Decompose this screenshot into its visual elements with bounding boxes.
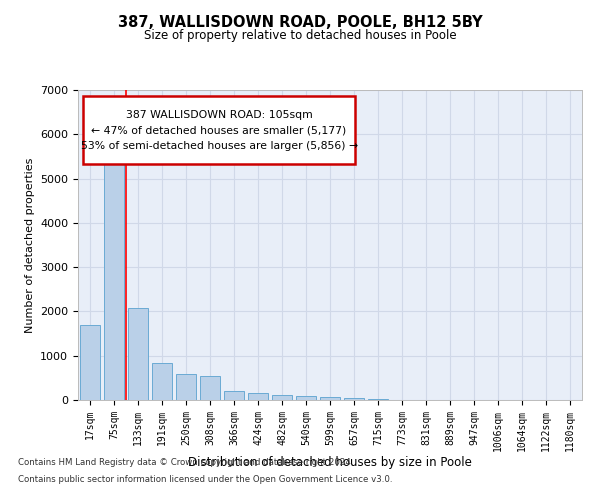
Bar xyxy=(176,374,196,400)
Bar xyxy=(128,308,148,400)
FancyBboxPatch shape xyxy=(83,96,355,164)
Bar xyxy=(344,398,364,400)
Y-axis label: Number of detached properties: Number of detached properties xyxy=(25,158,35,332)
X-axis label: Distribution of detached houses by size in Poole: Distribution of detached houses by size … xyxy=(188,456,472,469)
Text: Contains public sector information licensed under the Open Government Licence v3: Contains public sector information licen… xyxy=(18,476,392,484)
Text: Contains HM Land Registry data © Crown copyright and database right 2024.: Contains HM Land Registry data © Crown c… xyxy=(18,458,353,467)
Bar xyxy=(200,376,220,400)
Bar xyxy=(320,397,340,400)
Bar xyxy=(248,393,268,400)
Bar xyxy=(368,399,388,400)
Bar xyxy=(272,394,292,400)
Bar xyxy=(104,143,124,400)
Text: 387 WALLISDOWN ROAD: 105sqm
← 47% of detached houses are smaller (5,177)
53% of : 387 WALLISDOWN ROAD: 105sqm ← 47% of det… xyxy=(80,110,358,151)
Bar xyxy=(152,363,172,400)
Bar xyxy=(224,390,244,400)
Bar xyxy=(80,324,100,400)
Text: 387, WALLISDOWN ROAD, POOLE, BH12 5BY: 387, WALLISDOWN ROAD, POOLE, BH12 5BY xyxy=(118,15,482,30)
Bar xyxy=(296,396,316,400)
Text: Size of property relative to detached houses in Poole: Size of property relative to detached ho… xyxy=(143,28,457,42)
